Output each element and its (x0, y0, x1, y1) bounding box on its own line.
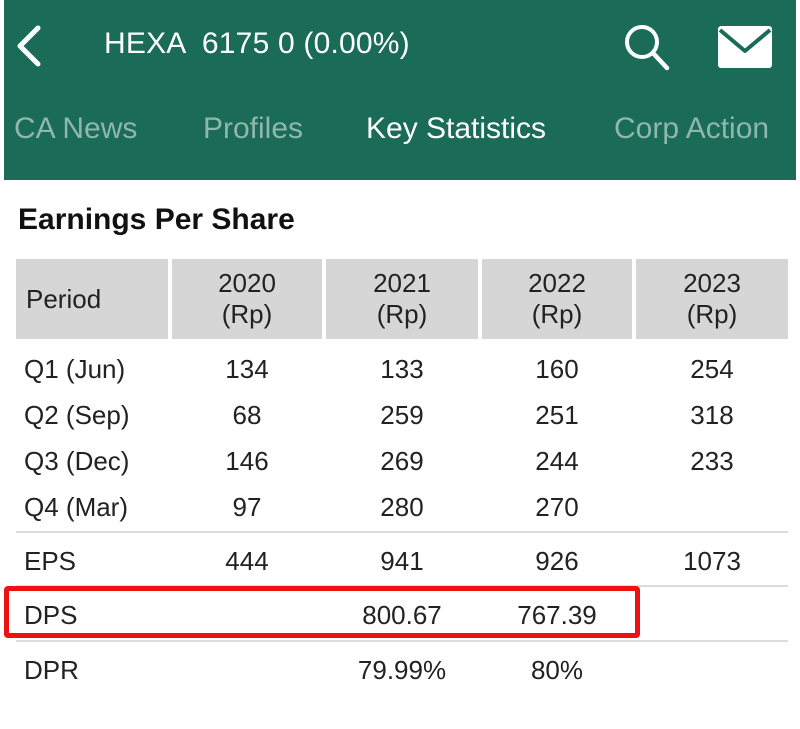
cell-2020: 444 (225, 546, 269, 576)
mail-icon (718, 26, 772, 68)
cell-2023: 1073 (683, 546, 741, 576)
cell-2022: 767.39 (517, 600, 597, 630)
cell-2023: 254 (690, 354, 734, 384)
header-unit: (Rp) (531, 299, 583, 329)
cell-2022: 251 (535, 400, 579, 430)
cell-2023: 233 (690, 446, 734, 476)
cell-2021: 133 (380, 354, 424, 384)
header-unit: (Rp) (221, 299, 273, 329)
tab-corp-action[interactable]: Corp Action (614, 112, 770, 145)
row-label: DPR (24, 655, 79, 685)
cell-2022: 160 (535, 354, 579, 384)
cell-2022: 926 (535, 546, 579, 576)
row-label: Q2 (Sep) (24, 400, 130, 430)
cell-2022: 270 (535, 492, 579, 522)
cell-2020: 68 (232, 400, 262, 430)
header-year: 2021 (373, 268, 431, 298)
header-2020: 2020 (Rp) (172, 259, 322, 339)
header-period-label: Period (26, 283, 102, 314)
tab-bar: CA News Profiles Key Statistics Corp Act… (0, 112, 800, 164)
tab-key-statistics[interactable]: Key Statistics (366, 112, 547, 145)
cell-2022: 80% (530, 655, 584, 685)
header-2021: 2021 (Rp) (326, 259, 478, 339)
cell-2022: 244 (535, 446, 579, 476)
app-header: HEXA 6175 0 (0.00%) CA News Profiles Key… (0, 0, 800, 180)
cell-2020: 97 (232, 492, 262, 522)
header-unit: (Rp) (686, 299, 738, 329)
mail-button[interactable] (716, 24, 774, 70)
header-year: 2020 (218, 268, 276, 298)
stock-title: HEXA 6175 0 (0.00%) (104, 27, 410, 60)
header-2022: 2022 (Rp) (482, 259, 632, 339)
row-label: Q4 (Mar) (24, 492, 128, 522)
dps-highlight-box (4, 586, 640, 638)
chevron-left-icon (17, 25, 41, 67)
header-year: 2023 (683, 268, 741, 298)
search-icon (625, 25, 670, 71)
cell-2021: 259 (380, 400, 424, 430)
back-button[interactable] (10, 22, 50, 72)
row-divider (16, 531, 788, 533)
header-unit: (Rp) (376, 299, 428, 329)
cell-2020: 146 (225, 446, 269, 476)
row-label: Q3 (Dec) (24, 446, 130, 476)
section-title: Earnings Per Share (18, 203, 295, 236)
row-label: Q1 (Jun) (24, 354, 126, 384)
header-2023: 2023 (Rp) (636, 259, 788, 339)
cell-2021: 280 (380, 492, 424, 522)
tab-profiles[interactable]: Profiles (203, 112, 304, 145)
table-header: Period 2020 (Rp) 2021 (Rp) 2022 (Rp) 202… (16, 259, 788, 339)
header-year: 2022 (528, 268, 586, 298)
left-edge (0, 0, 4, 180)
cell-2021: 800.67 (362, 600, 442, 630)
tab-ca-news[interactable]: CA News (14, 112, 138, 145)
row-label: EPS (24, 546, 77, 576)
right-edge (796, 0, 800, 180)
cell-2020: 134 (225, 354, 269, 384)
header-period: Period (16, 259, 168, 339)
cell-2021: 269 (380, 446, 424, 476)
row-label: DPS (24, 600, 78, 630)
cell-2021: 941 (380, 546, 424, 576)
row-divider (16, 640, 788, 642)
cell-2023: 318 (690, 400, 734, 430)
search-button[interactable] (620, 20, 672, 74)
cell-2021: 79.99% (357, 655, 447, 685)
